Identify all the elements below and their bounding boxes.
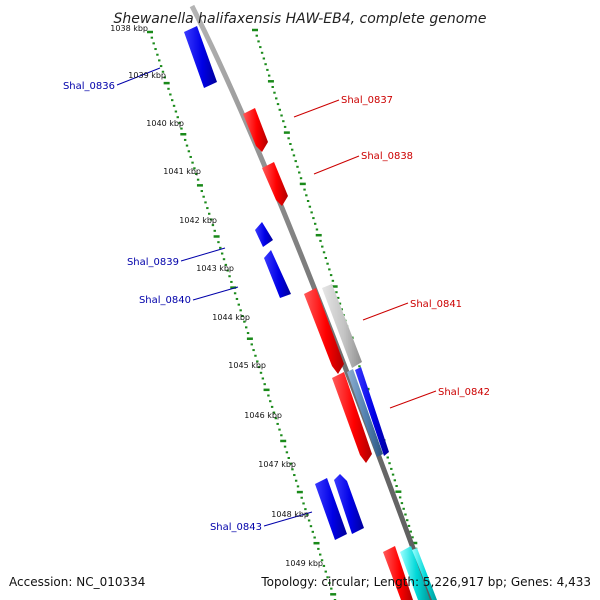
genome-backbone <box>189 4 435 600</box>
scale-label: 1043 kbp <box>196 264 234 273</box>
leader-shal0842 <box>389 390 437 409</box>
scale-label: 1049 kbp <box>285 559 323 568</box>
scale-label: 1044 kbp <box>212 313 250 322</box>
scale-label: 1039 kbp <box>128 71 166 80</box>
scale-labels: 1038 kbp 1039 kbp 1040 kbp 1041 kbp 1042 kbp… <box>110 24 323 568</box>
gene-unlabeled-1 <box>322 284 362 368</box>
gene-partial-cyan <box>400 546 430 600</box>
gene-shal0841 <box>304 288 344 374</box>
gene-label-shal0840[interactable]: Shal_0840 <box>139 295 191 306</box>
gene-partial-cyan-2 <box>412 548 437 600</box>
leader-shal0840 <box>192 286 239 301</box>
leader-shal0841 <box>362 302 409 321</box>
gene-label-shal0836[interactable]: Shal_0836 <box>63 81 115 92</box>
leader-shal0839 <box>180 247 226 262</box>
gene-shal0843 <box>315 478 347 540</box>
gene-label-shal0839[interactable]: Shal_0839 <box>127 257 179 268</box>
gene-partial-red <box>383 546 413 600</box>
inner-tick-ring <box>147 30 337 600</box>
gene-shal0836 <box>184 26 217 88</box>
scale-label: 1038 kbp <box>110 24 148 33</box>
leader-shal0843 <box>263 511 313 527</box>
scale-label: 1046 kbp <box>244 411 282 420</box>
gene-label-shal0838[interactable]: Shal_0838 <box>361 151 413 162</box>
leader-shal0836 <box>116 67 161 86</box>
gene-label-shal0841[interactable]: Shal_0841 <box>410 299 462 310</box>
gene-shal0837 <box>243 108 268 152</box>
gene-features <box>184 26 437 600</box>
gene-shal0838 <box>262 162 288 206</box>
gene-label-shal0843[interactable]: Shal_0843 <box>210 522 262 533</box>
gene-label-shal0842[interactable]: Shal_0842 <box>438 387 490 398</box>
label-leaders <box>116 67 437 527</box>
gene-label-shal0837[interactable]: Shal_0837 <box>341 95 393 106</box>
gene-unlabeled-2 <box>347 369 383 457</box>
gene-shal0839 <box>255 222 273 247</box>
gene-shal0842 <box>332 372 372 463</box>
leader-shal0837 <box>293 99 340 118</box>
gene-unlabeled-3 <box>355 367 389 456</box>
backbone-line <box>189 4 435 600</box>
scale-label: 1045 kbp <box>228 361 266 370</box>
leader-shal0838 <box>313 155 360 175</box>
gene-labels: Shal_0836 Shal_0837 Shal_0838 Shal_0839 Shal… <box>63 81 490 533</box>
accession-text: Accession: NC_010334 <box>9 575 146 589</box>
genome-summary-text: Topology: circular; Length: 5,226,917 bp… <box>261 575 591 589</box>
scale-label: 1040 kbp <box>146 119 184 128</box>
gene-unlabeled-4 <box>334 474 364 534</box>
scale-label: 1048 kbp <box>271 510 309 519</box>
scale-label: 1041 kbp <box>163 167 201 176</box>
map-title: Shewanella halifaxensis HAW-EB4, complet… <box>113 11 486 27</box>
scale-label: 1047 kbp <box>258 460 296 469</box>
scale-label: 1042 kbp <box>179 216 217 225</box>
gene-shal0840 <box>264 250 291 298</box>
